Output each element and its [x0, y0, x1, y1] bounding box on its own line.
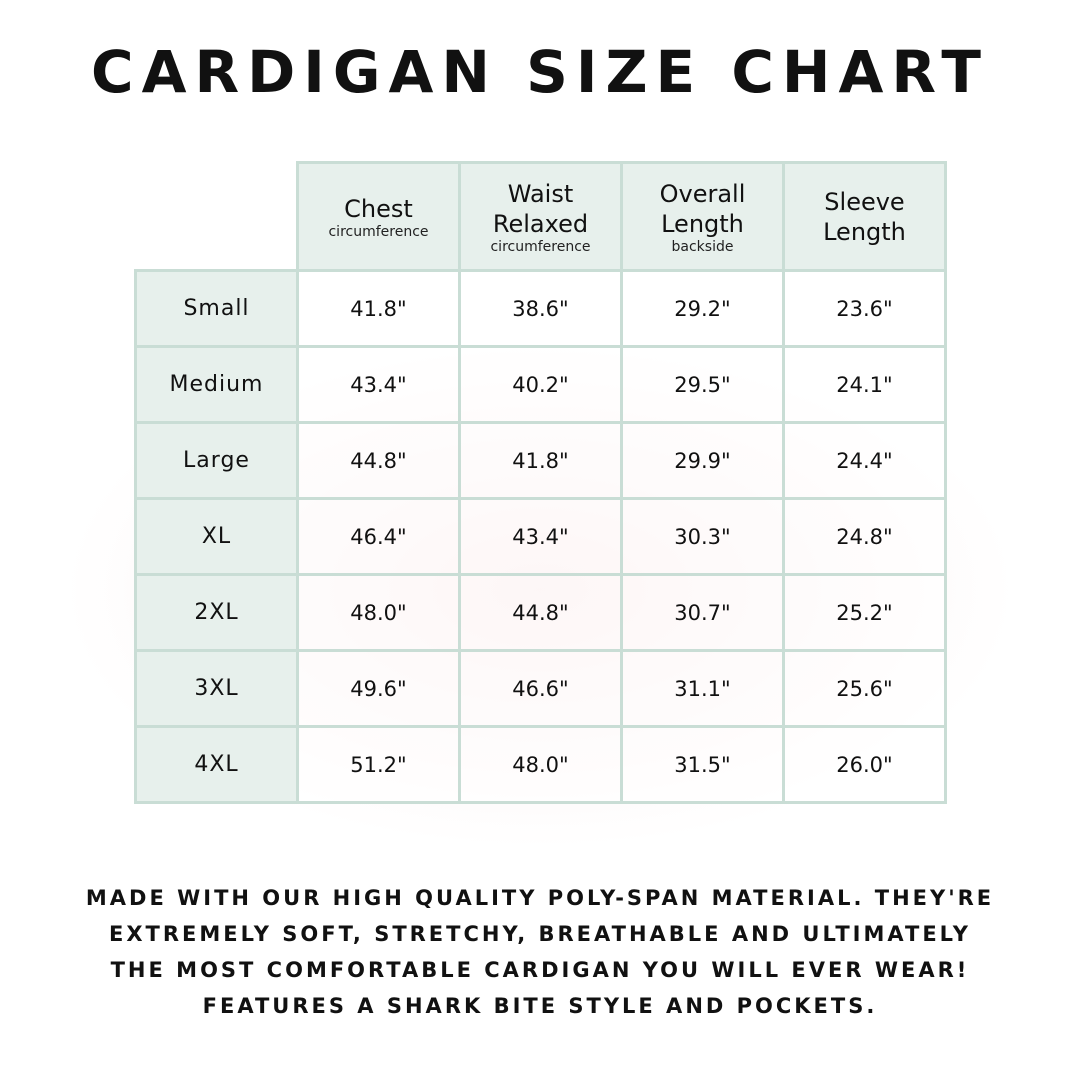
page-title: CARDIGAN SIZE CHART — [91, 38, 989, 106]
measurement-cell: 31.1" — [620, 649, 785, 728]
column-header-length: Overall Length backside — [620, 161, 785, 272]
measurement-cell: 24.1" — [782, 345, 947, 424]
measurement-cell: 29.9" — [620, 421, 785, 500]
measurement-cell: 41.8" — [458, 421, 623, 500]
size-label: Small — [134, 269, 299, 348]
header-row: Chest circumference Waist Relaxed circumfe… — [136, 161, 947, 272]
description-line: Features a shark bite style and pockets. — [202, 994, 878, 1018]
measurement-cell: 29.2" — [620, 269, 785, 348]
description-line: the most comfortable cardigan you will e… — [110, 958, 970, 982]
measurement-cell: 24.8" — [782, 497, 947, 576]
measurement-cell: 40.2" — [458, 345, 623, 424]
measurement-cell: 29.5" — [620, 345, 785, 424]
column-header-waist: Waist Relaxed circumference — [458, 161, 623, 272]
size-label: XL — [134, 497, 299, 576]
measurement-cell: 51.2" — [296, 725, 461, 804]
size-label: Medium — [134, 345, 299, 424]
product-description: Made with our high quality poly-span mat… — [0, 880, 1080, 1024]
size-label: 2XL — [134, 573, 299, 652]
measurement-cell: 44.8" — [296, 421, 461, 500]
measurement-cell: 25.2" — [782, 573, 947, 652]
description-line: Made with our high quality poly-span mat… — [85, 886, 995, 910]
measurement-cell: 30.3" — [620, 497, 785, 576]
measurement-cell: 49.6" — [296, 649, 461, 728]
measurement-cell: 25.6" — [782, 649, 947, 728]
table-row: Medium 43.4" 40.2" 29.5" 24.1" — [134, 345, 947, 424]
table-row: 2XL 48.0" 44.8" 30.7" 25.2" — [134, 573, 947, 652]
corner-cell — [136, 163, 298, 271]
size-label: Large — [134, 421, 299, 500]
column-header-chest: Chest circumference — [296, 161, 461, 272]
measurement-cell: 23.6" — [782, 269, 947, 348]
measurement-cell: 44.8" — [458, 573, 623, 652]
table-row: XL 46.4" 43.4" 30.3" 24.8" — [134, 497, 947, 576]
measurement-cell: 43.4" — [458, 497, 623, 576]
measurement-cell: 26.0" — [782, 725, 947, 804]
measurement-cell: 38.6" — [458, 269, 623, 348]
size-chart-table: Chest circumference Waist Relaxed circumfe… — [134, 161, 947, 804]
measurement-cell: 24.4" — [782, 421, 947, 500]
measurement-cell: 48.0" — [296, 573, 461, 652]
measurement-cell: 31.5" — [620, 725, 785, 804]
table-row: 4XL 51.2" 48.0" 31.5" 26.0" — [134, 725, 947, 804]
measurement-cell: 30.7" — [620, 573, 785, 652]
table-row: Small 41.8" 38.6" 29.2" 23.6" — [134, 269, 947, 348]
table-row: Large 44.8" 41.8" 29.9" 24.4" — [134, 421, 947, 500]
column-header-sleeve: Sleeve Length — [782, 161, 947, 272]
measurement-cell: 48.0" — [458, 725, 623, 804]
measurement-cell: 41.8" — [296, 269, 461, 348]
size-label: 3XL — [134, 649, 299, 728]
measurement-cell: 46.6" — [458, 649, 623, 728]
table-row: 3XL 49.6" 46.6" 31.1" 25.6" — [134, 649, 947, 728]
measurement-cell: 43.4" — [296, 345, 461, 424]
size-label: 4XL — [134, 725, 299, 804]
measurement-cell: 46.4" — [296, 497, 461, 576]
description-line: extremely soft, stretchy, breathable and… — [109, 922, 971, 946]
